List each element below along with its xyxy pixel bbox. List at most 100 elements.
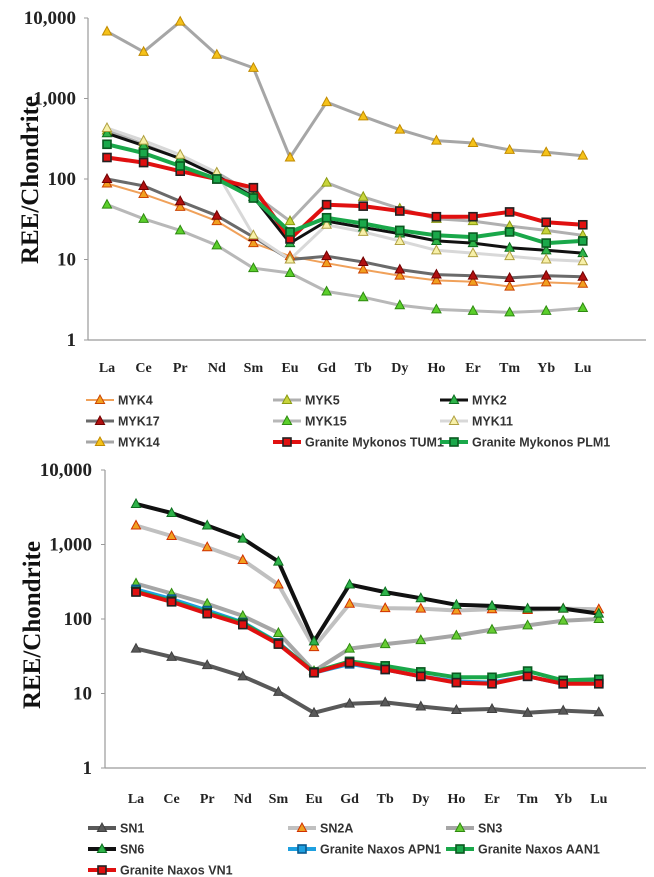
data-point <box>486 702 498 713</box>
legend-marker <box>281 414 293 425</box>
legend-label: MYK5 <box>305 394 340 408</box>
legend-label: MYK11 <box>472 415 513 429</box>
legend-marker <box>455 844 465 854</box>
data-point <box>166 650 178 661</box>
data-point <box>577 219 588 230</box>
y-tick-label: 10 <box>57 250 76 271</box>
y-tick-label: 1,000 <box>49 535 92 556</box>
data-point <box>394 299 406 310</box>
data-point <box>593 706 605 717</box>
data-point <box>284 151 296 162</box>
data-point <box>593 612 605 623</box>
data-point <box>467 237 479 248</box>
data-point <box>557 614 569 625</box>
data-point <box>358 218 369 229</box>
data-point <box>211 209 223 220</box>
data-point <box>431 211 442 222</box>
data-point <box>430 274 442 285</box>
x-tick-label: Gd <box>340 792 359 807</box>
data-point <box>540 269 552 280</box>
legend-label: MYK14 <box>118 436 160 450</box>
x-tick-label: Tb <box>377 792 394 807</box>
y-axis-label: REE/Chondrite <box>17 96 44 264</box>
data-point <box>247 262 259 273</box>
data-point <box>504 250 516 261</box>
data-point <box>248 182 259 193</box>
data-point <box>415 700 427 711</box>
legend-marker <box>97 865 107 875</box>
data-point <box>321 199 332 210</box>
y-tick-label: 100 <box>64 609 93 630</box>
series-line <box>106 203 583 314</box>
data-point <box>272 578 284 589</box>
series-line <box>106 126 583 263</box>
legend-marker <box>281 393 293 404</box>
data-point <box>504 207 515 217</box>
x-tick-label: Pr <box>200 792 215 807</box>
data-point <box>504 143 516 154</box>
x-tick-label: Nd <box>234 792 252 807</box>
data-point <box>487 678 497 689</box>
data-point <box>379 638 391 649</box>
data-point <box>201 659 213 670</box>
legend-marker <box>94 435 106 446</box>
x-tick-label: Ce <box>163 792 179 807</box>
x-tick-label: Er <box>465 361 481 376</box>
legend-label: Granite Naxos APN1 <box>320 843 441 857</box>
data-point <box>237 532 249 543</box>
data-point <box>504 227 515 237</box>
data-point <box>558 678 569 689</box>
data-point <box>174 224 186 235</box>
legend-marker <box>296 821 308 832</box>
data-point <box>415 634 427 645</box>
series-line <box>106 155 583 241</box>
data-point <box>321 257 333 268</box>
legend-label: Granite Naxos VN1 <box>120 864 233 877</box>
x-tick-label: Nd <box>208 361 226 376</box>
data-point <box>541 217 552 228</box>
legend-marker <box>297 844 307 854</box>
series-line <box>135 590 599 686</box>
legend-marker <box>448 393 460 404</box>
data-point <box>138 212 150 223</box>
x-tick-label: Sm <box>244 361 264 376</box>
series-line <box>106 131 583 255</box>
data-point <box>450 598 462 609</box>
data-point <box>272 626 284 637</box>
chart-mykonos: 1 10 100 1,000 10,000 REE/Chondrite La Ce Pr Nd Sm… <box>17 8 646 450</box>
data-point <box>321 250 333 261</box>
data-point <box>166 529 178 541</box>
series-line <box>135 646 599 715</box>
data-point <box>540 253 552 264</box>
data-point <box>504 280 516 291</box>
data-point <box>522 602 534 613</box>
legend-label: MYK15 <box>305 415 347 429</box>
data-point <box>379 586 391 597</box>
data-point <box>451 677 462 688</box>
data-point <box>321 285 333 296</box>
data-point <box>166 597 177 607</box>
data-point <box>237 553 249 564</box>
data-point <box>468 232 478 242</box>
x-tick-label: Er <box>484 792 500 807</box>
legend-label: Granite Mykonos TUM1 <box>305 436 444 450</box>
legend-label: SN2A <box>320 822 353 836</box>
data-point <box>467 275 479 286</box>
legend-marker <box>96 842 108 853</box>
data-point <box>450 604 462 615</box>
y-tick-label: 1,000 <box>33 89 76 110</box>
data-point <box>577 301 589 312</box>
data-point <box>284 215 296 226</box>
data-point <box>131 587 141 597</box>
data-point <box>101 127 113 138</box>
data-point <box>504 306 516 317</box>
data-point <box>557 602 569 613</box>
data-point <box>285 227 295 237</box>
data-point <box>540 276 552 287</box>
data-point <box>394 225 405 236</box>
x-tick-label: Sm <box>269 792 289 807</box>
data-point <box>577 255 589 266</box>
legend-marker <box>449 437 459 447</box>
data-point <box>540 146 552 157</box>
data-point <box>102 139 112 150</box>
